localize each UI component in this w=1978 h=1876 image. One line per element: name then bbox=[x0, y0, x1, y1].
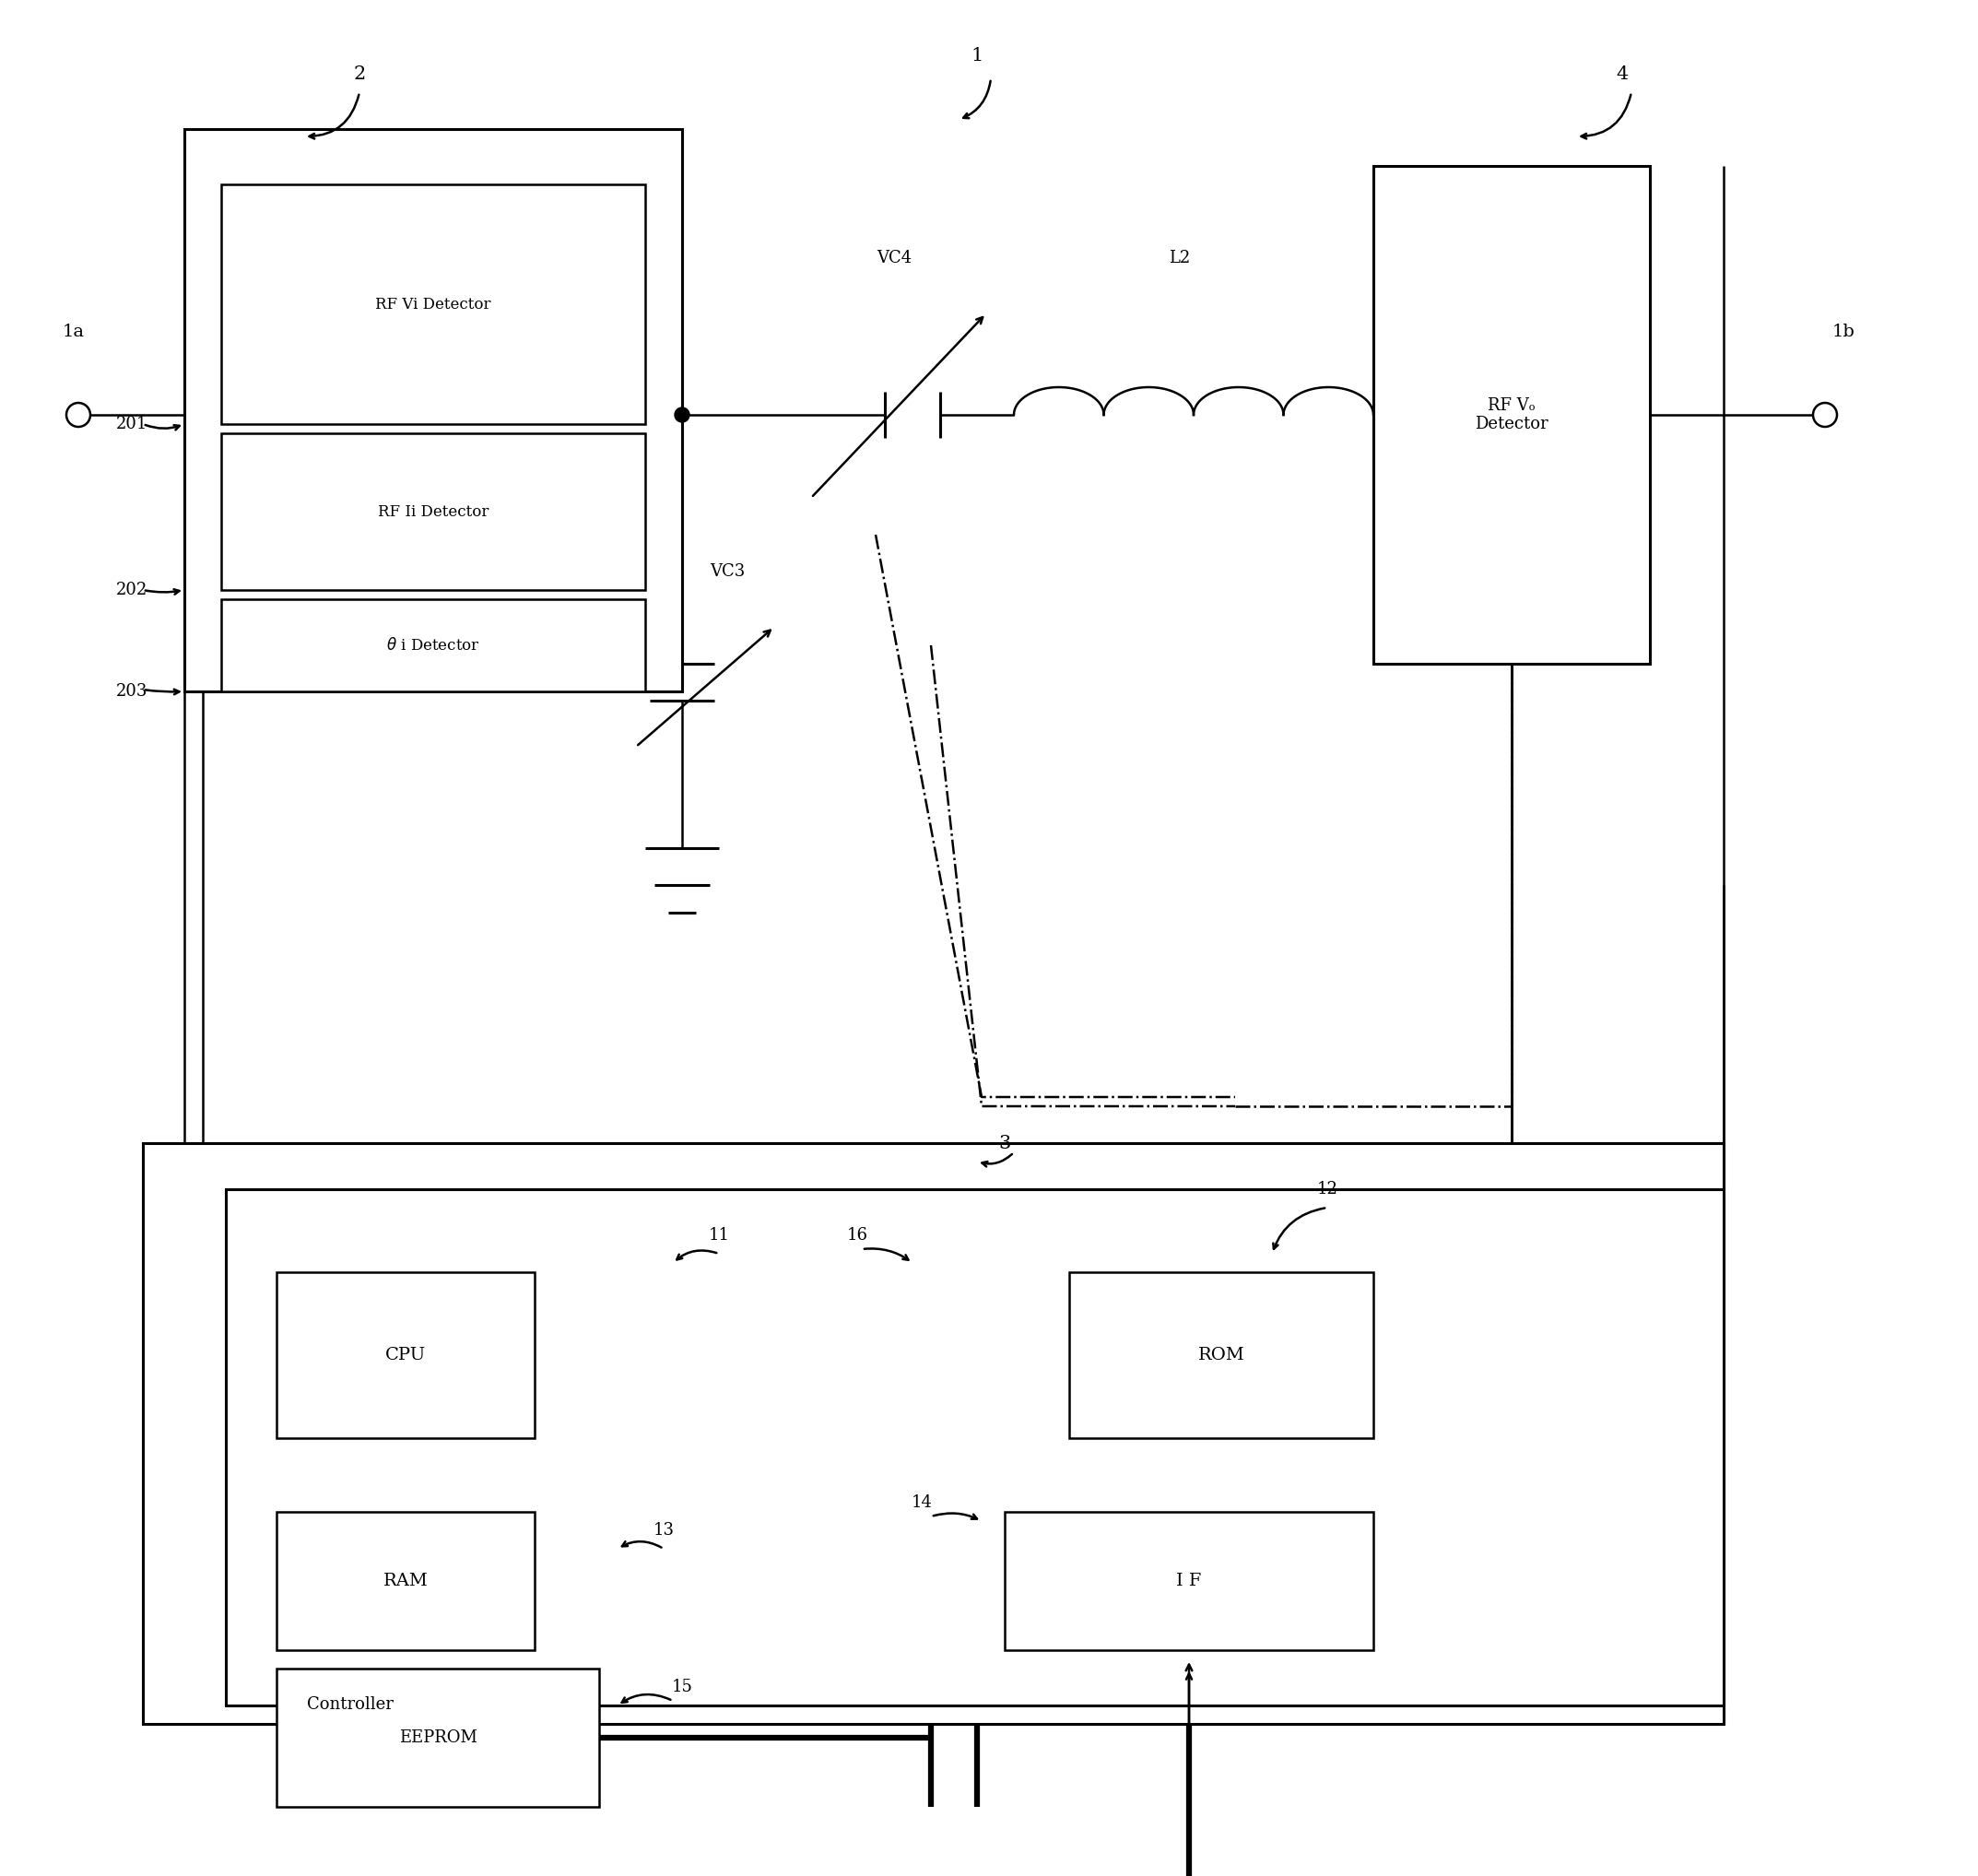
Text: 11: 11 bbox=[708, 1227, 730, 1244]
Text: 1a: 1a bbox=[63, 323, 85, 340]
Text: 2: 2 bbox=[354, 66, 366, 83]
Text: EEPROM: EEPROM bbox=[400, 1730, 477, 1747]
Text: 203: 203 bbox=[117, 683, 148, 700]
Bar bbox=[184, 129, 682, 692]
Text: VC3: VC3 bbox=[710, 563, 746, 580]
Text: VC4: VC4 bbox=[876, 250, 912, 266]
Text: $\theta$ i Detector: $\theta$ i Detector bbox=[386, 638, 481, 653]
Text: CPU: CPU bbox=[386, 1347, 425, 1364]
Text: 202: 202 bbox=[117, 582, 148, 598]
Text: 12: 12 bbox=[1317, 1180, 1337, 1197]
Text: 13: 13 bbox=[653, 1521, 674, 1538]
Text: 3: 3 bbox=[999, 1135, 1011, 1152]
Text: 201: 201 bbox=[117, 416, 148, 431]
Bar bbox=[222, 433, 645, 589]
Text: L2: L2 bbox=[1169, 250, 1191, 266]
Text: RF Vi Detector: RF Vi Detector bbox=[376, 296, 491, 311]
Bar bbox=[1070, 1272, 1373, 1439]
Text: 16: 16 bbox=[847, 1227, 868, 1244]
Text: I F: I F bbox=[1177, 1572, 1201, 1589]
Text: RAM: RAM bbox=[384, 1572, 427, 1589]
Bar bbox=[1373, 165, 1650, 664]
Text: 15: 15 bbox=[671, 1679, 692, 1696]
Text: Controller: Controller bbox=[307, 1696, 394, 1713]
Bar bbox=[222, 598, 645, 692]
Bar bbox=[277, 1512, 534, 1651]
Text: 1b: 1b bbox=[1832, 323, 1855, 340]
Bar bbox=[277, 1668, 599, 1807]
Text: RF Ii Detector: RF Ii Detector bbox=[378, 505, 489, 520]
Bar bbox=[225, 1189, 1723, 1705]
Text: 4: 4 bbox=[1616, 66, 1628, 83]
Bar bbox=[1005, 1512, 1373, 1651]
Text: 1: 1 bbox=[971, 47, 983, 64]
Bar bbox=[142, 1142, 1723, 1724]
Text: RF Vₒ
Detector: RF Vₒ Detector bbox=[1476, 398, 1549, 433]
Bar bbox=[277, 1272, 534, 1439]
Text: 14: 14 bbox=[912, 1495, 932, 1510]
Bar bbox=[222, 184, 645, 424]
Circle shape bbox=[674, 407, 690, 422]
Text: ROM: ROM bbox=[1199, 1347, 1244, 1364]
